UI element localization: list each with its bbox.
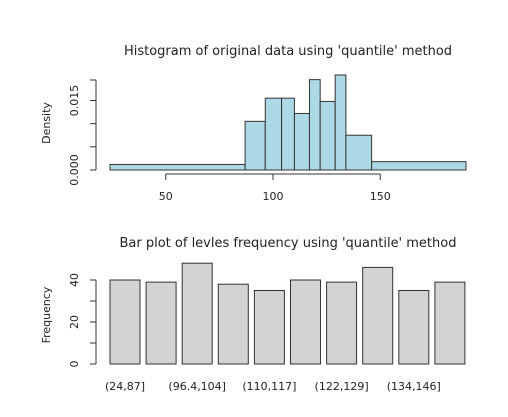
barplot-panel: Bar plot of levles frequency using 'quan…	[40, 236, 466, 393]
histogram-y-axis-label: Density	[40, 102, 53, 144]
barplot-bar	[253, 290, 285, 365]
barplot-bar	[362, 266, 394, 365]
histogram-bar	[109, 163, 246, 171]
barplot-y-tick-label: 20	[68, 315, 81, 329]
barplot-bars	[109, 262, 466, 365]
barplot-bar	[434, 281, 466, 365]
barplot-bar	[181, 262, 213, 365]
histogram-y-tick-label: 0.000	[68, 154, 81, 186]
barplot-category-label: (24,87]	[105, 380, 145, 393]
barplot-y-tick-label: 40	[68, 273, 81, 287]
histogram-x-tick-label: 50	[159, 190, 173, 203]
barplot-bar	[217, 283, 249, 365]
histogram-bar	[345, 134, 373, 171]
barplot-bar	[398, 290, 430, 365]
barplot-category-label: (122,129]	[315, 380, 369, 393]
barplot-y-axis: 0 20 40	[68, 273, 97, 368]
histogram-x-axis: 50 100 150	[159, 173, 391, 203]
barplot-category-label: (134,146]	[387, 380, 441, 393]
histogram-bar	[319, 100, 336, 171]
barplot-bar	[109, 279, 141, 365]
barplot-category-labels: (24,87] (96.4,104] (110,117] (122,129] (134,…	[105, 380, 441, 393]
barplot-category-label: (96.4,104]	[168, 380, 226, 393]
histogram-panel: Histogram of original data using 'quanti…	[40, 44, 467, 203]
barplot-bar	[326, 281, 358, 365]
histogram-bar	[281, 97, 295, 171]
histogram-bar	[264, 97, 283, 171]
barplot-bar	[290, 279, 321, 365]
histogram-x-tick-label: 150	[370, 190, 391, 203]
barplot-bar	[145, 281, 177, 365]
histogram-bar	[293, 112, 310, 171]
histogram-title: Histogram of original data using 'quanti…	[124, 44, 452, 59]
barplot-y-tick-label: 0	[68, 361, 81, 368]
barplot-title: Bar plot of levles frequency using 'quan…	[120, 236, 457, 251]
histogram-bar	[244, 120, 266, 171]
histogram-x-tick-label: 100	[262, 190, 283, 203]
histogram-bar	[334, 74, 347, 171]
barplot-y-axis-label: Frequency	[40, 286, 53, 343]
histogram-y-tick-label: 0.015	[68, 85, 81, 117]
histogram-bar	[371, 161, 467, 171]
barplot-category-label: (110,117]	[242, 380, 296, 393]
histogram-bars	[109, 74, 467, 171]
histogram-bar	[308, 79, 321, 171]
histogram-y-axis: 0.000 0.015	[68, 79, 97, 186]
